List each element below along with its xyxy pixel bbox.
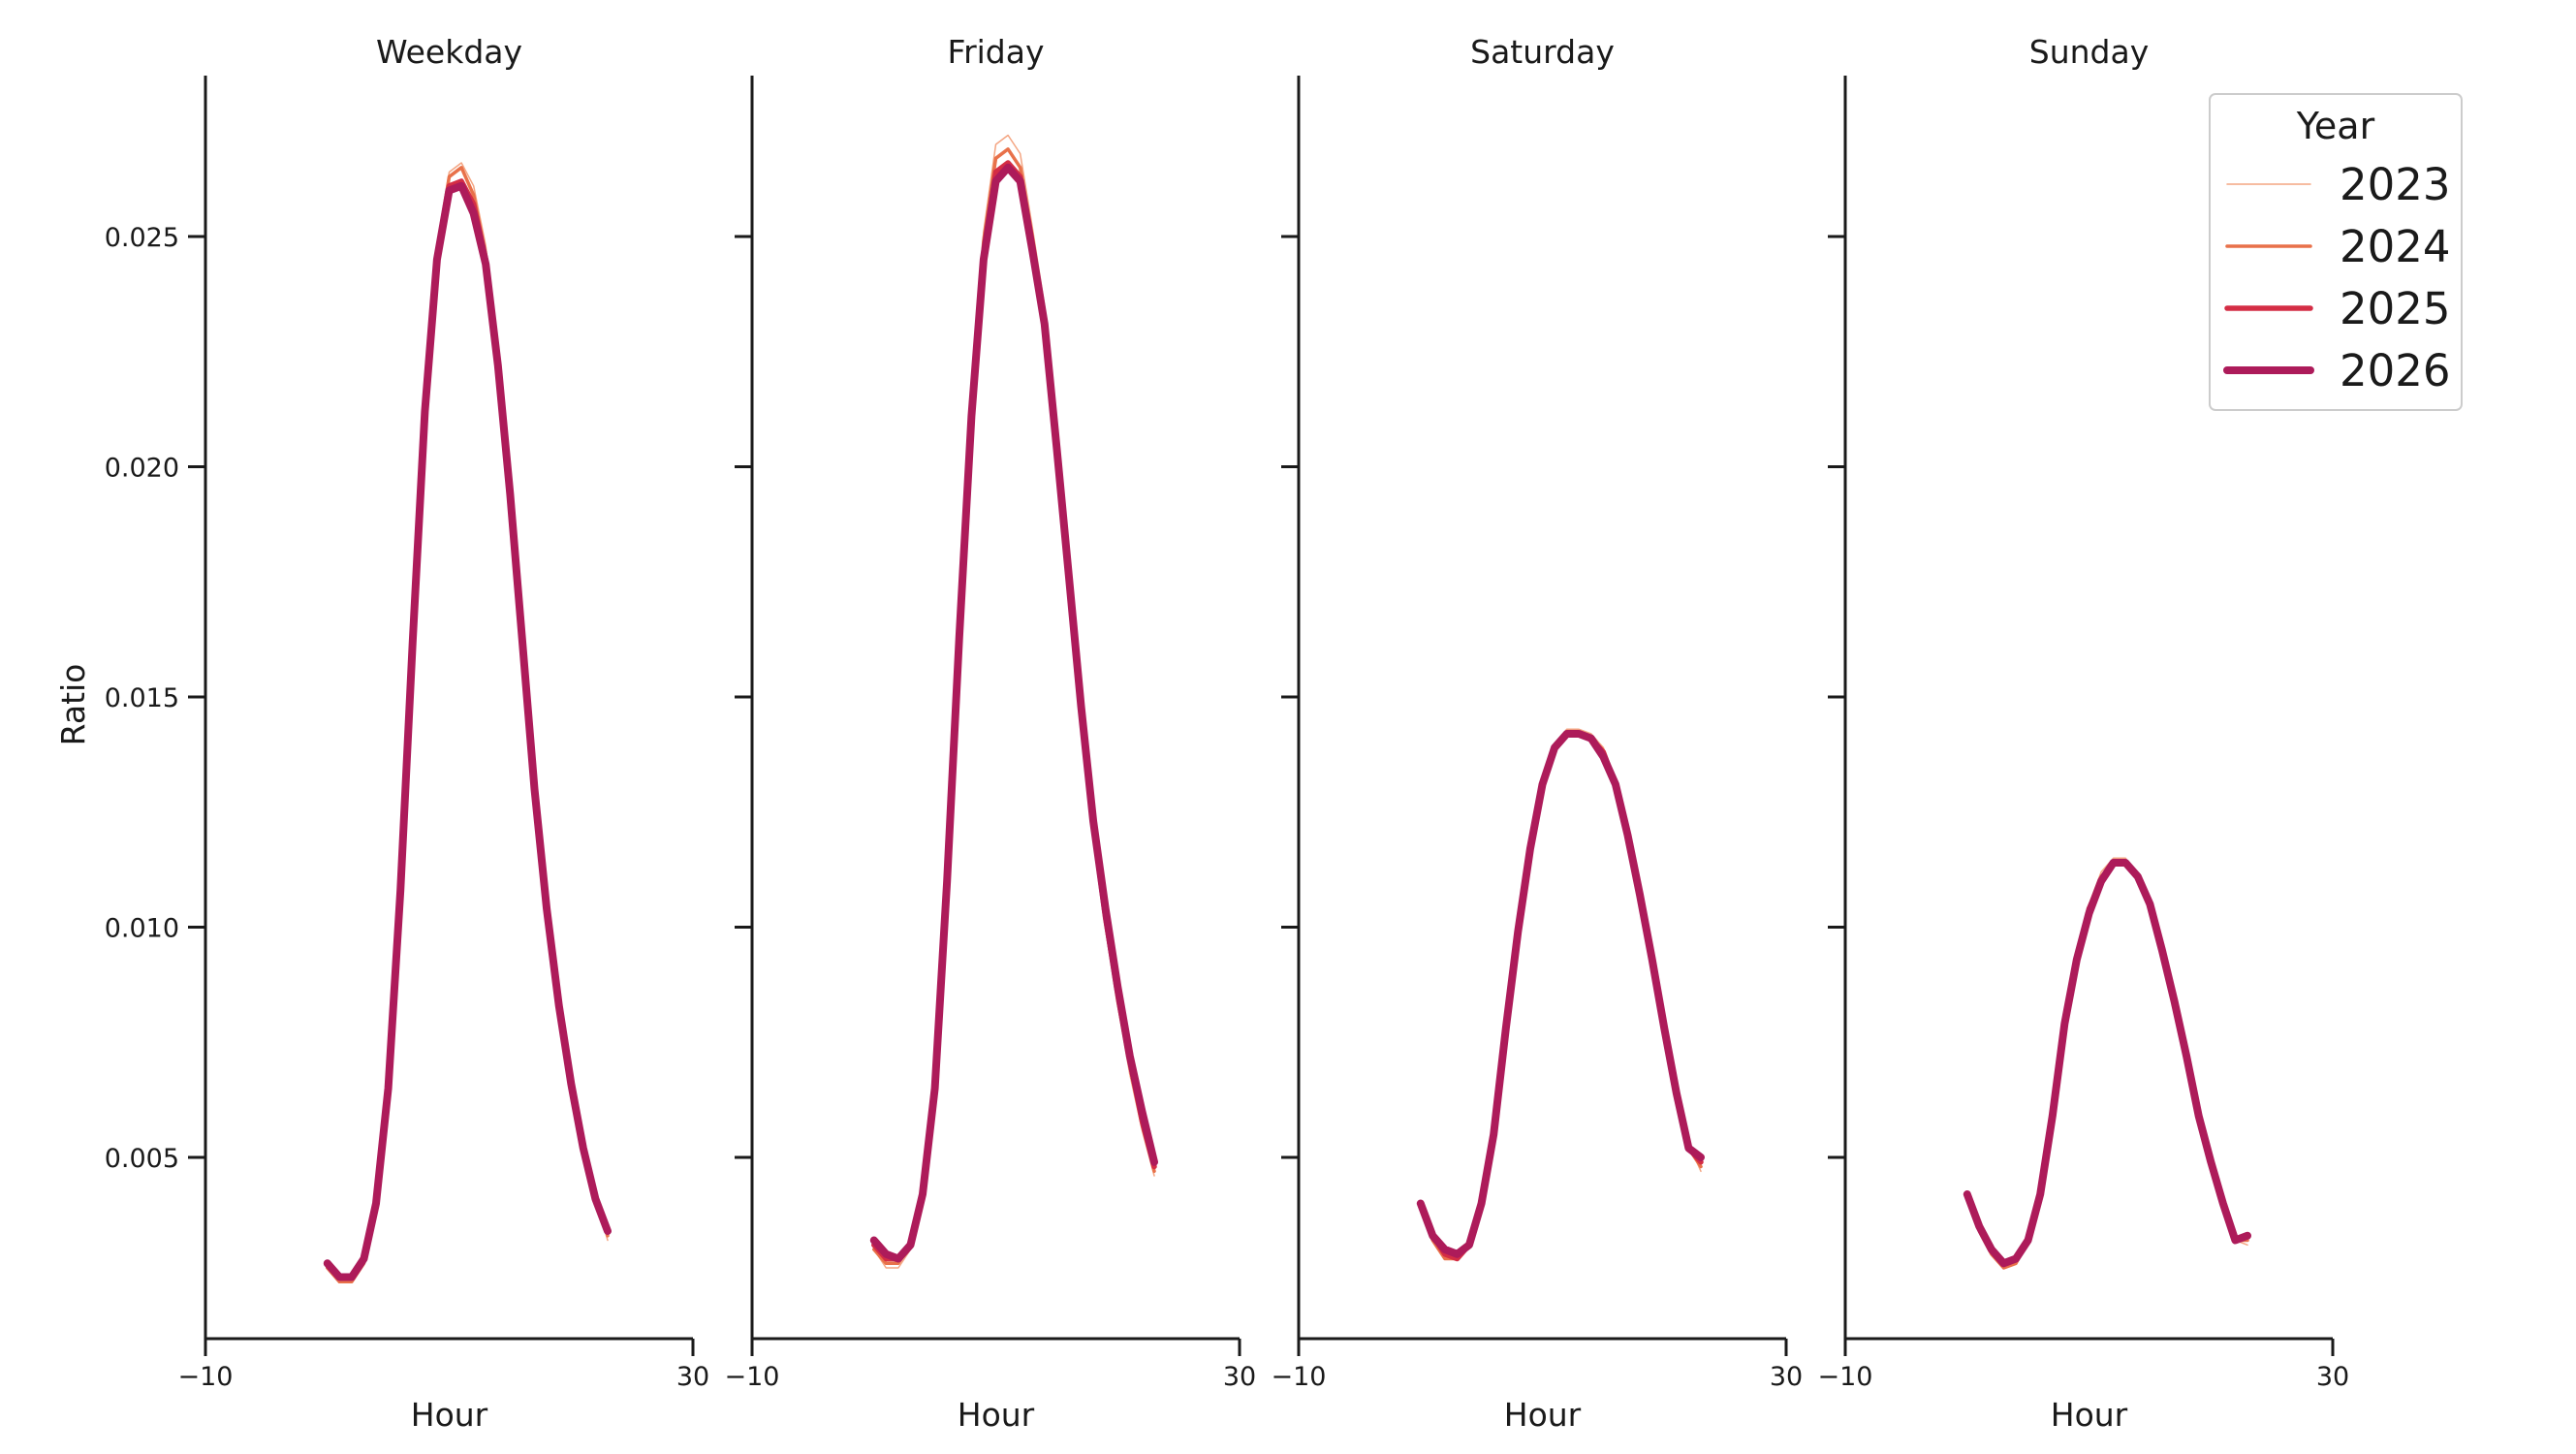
legend-title: Year (2296, 105, 2375, 147)
panel-title: Friday (947, 33, 1044, 71)
x-tick-label: −10 (725, 1362, 780, 1392)
x-tick-label: −10 (1818, 1362, 1873, 1392)
legend-label: 2026 (2340, 345, 2451, 396)
series-line-2024 (1965, 861, 2249, 1270)
y-tick-label: 0.025 (105, 223, 179, 253)
x-tick-label: 30 (1770, 1362, 1803, 1392)
panel-friday: Friday −10 30 Hour (725, 33, 1257, 1434)
series-line-2025 (871, 160, 1157, 1262)
x-tick-label: 30 (2316, 1362, 2349, 1392)
legend: Year 2023 2024 2025 2026 (2209, 93, 2463, 411)
panel-title: Saturday (1470, 33, 1615, 71)
x-tick-label: 30 (1223, 1362, 1256, 1392)
panel-saturday: Saturday −10 30 Hour (1272, 33, 1804, 1434)
series-line-2024 (326, 166, 610, 1284)
panel-sunday: Sunday −10 30 Hour (1818, 33, 2350, 1434)
series-line-2026 (323, 181, 612, 1281)
x-tick-label: −10 (1272, 1362, 1327, 1392)
y-tick-label: 0.005 (105, 1144, 179, 1174)
series-line-2023 (1966, 857, 2248, 1269)
series-line-2026 (1963, 859, 2251, 1268)
series-line-2026 (869, 163, 1158, 1263)
x-axis-label: Hour (958, 1396, 1035, 1434)
x-axis-label: Hour (1504, 1396, 1582, 1434)
legend-box (2209, 93, 2463, 411)
series-line-2023 (873, 134, 1155, 1269)
series-line-2025 (1964, 860, 2250, 1267)
y-axis-label: Ratio (54, 664, 92, 746)
series-line-2024 (872, 147, 1156, 1266)
panel-title: Weekday (376, 33, 522, 71)
y-tick-label: 0.015 (105, 683, 179, 713)
facet-panels: Weekday 0.005 0.010 0.015 0.020 0.025 −10 30 Hou… (105, 33, 2349, 1434)
series-line-2026 (1416, 730, 1705, 1258)
x-tick-label: 30 (676, 1362, 709, 1392)
panel-title: Sunday (2029, 33, 2149, 71)
x-tick-label: −10 (178, 1362, 234, 1392)
y-tick-label: 0.020 (105, 454, 179, 484)
series-line-2023 (327, 162, 609, 1283)
legend-label: 2024 (2340, 221, 2451, 272)
series-line-2025 (325, 178, 611, 1280)
legend-label: 2025 (2340, 283, 2451, 334)
x-axis-label: Hour (2051, 1396, 2128, 1434)
legend-label: 2023 (2340, 159, 2451, 210)
x-axis-label: Hour (411, 1396, 488, 1434)
y-tick-label: 0.010 (105, 914, 179, 944)
panel-weekday: Weekday 0.005 0.010 0.015 0.020 0.025 −10 30 Hou… (105, 33, 709, 1434)
